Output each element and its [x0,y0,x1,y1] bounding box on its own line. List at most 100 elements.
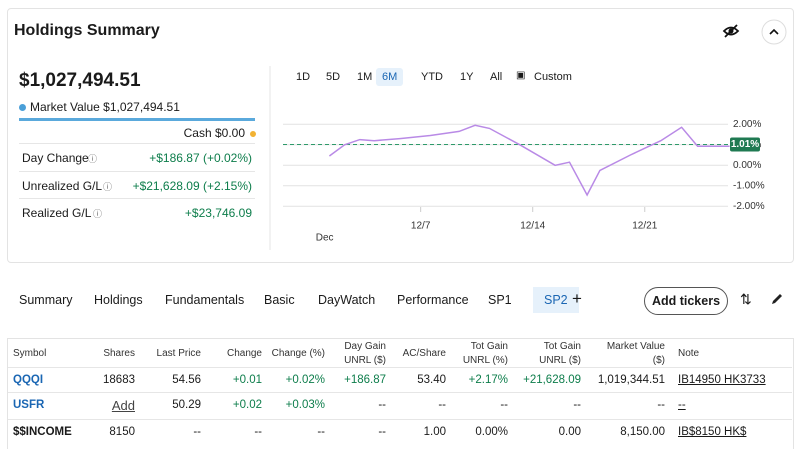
row-separator [19,143,255,144]
table-cell: -- [193,426,201,438]
table-cell: 50.29 [172,399,201,411]
market-value: Market Value $1,027,494.51 [19,100,180,114]
table-cell[interactable]: IB14950 HK3733 [678,374,766,386]
symbol[interactable]: $$INCOME [13,426,72,438]
symbol[interactable]: QQQI [13,374,44,386]
row-separator [19,171,255,172]
range-button[interactable]: 6M [376,68,404,86]
table-cell: -- [378,426,386,438]
info-icon: ⓘ [93,209,103,219]
summary-row-value: +$21,628.09 (+2.15%) [132,179,252,193]
edit-icon[interactable] [770,292,784,306]
range-button[interactable]: 1M [357,71,373,83]
market-value-label: Market Value [30,100,100,114]
range-button[interactable]: All [490,71,503,83]
column-header: Symbol [13,348,47,359]
y-tick-label: 0.00% [733,160,761,171]
cash-amount: $0.00 [214,126,245,140]
hide-icon[interactable] [722,23,740,39]
calendar-icon: ▣ [516,70,526,81]
tab[interactable]: SP1 [488,293,512,307]
table-cell: -- [317,426,325,438]
performance-chart: 2.00%1.00%0.00%-1.00%-2.00%12/712/1412/2… [269,66,765,250]
range-button[interactable]: YTD [421,71,443,83]
table-cell[interactable]: IB$8150 HK$ [678,426,747,438]
y-tick-label: -2.00% [733,201,765,212]
title: Holdings Summary [14,22,160,39]
summary-row-label: Unrealized G/L [22,179,103,193]
y-tick-label: -1.00% [733,180,765,191]
table-cell[interactable]: Add [111,398,135,413]
tab[interactable]: Fundamentals [165,293,245,307]
range-button[interactable]: Custom [534,71,572,83]
table-cell: 1,019,344.51 [597,374,665,386]
sort-icon[interactable]: ⇅ [740,291,752,307]
row-separator [8,392,792,393]
column-header: Tot Gain UNRL (%) [462,341,508,366]
cash-label: Cash [183,126,212,140]
range-button[interactable]: 5D [326,71,341,83]
summary-row-label: Day Change [22,151,89,165]
summary-row-value: +$186.87 (+0.02%) [149,151,252,165]
table-cell[interactable]: -- [678,399,686,411]
collapse-button[interactable] [761,19,787,45]
x-tick-label: 12/21 [632,221,657,232]
summary-card [7,8,794,263]
summary-row-label: Realized G/L [22,206,92,220]
tab[interactable]: DayWatch [318,293,376,307]
holdings-table [7,338,794,449]
tab[interactable]: Performance [397,293,469,307]
tab[interactable]: SP2 [533,287,579,313]
range-button[interactable]: 1D [296,71,311,83]
add-tickers-button[interactable]: Add tickers [644,287,728,315]
table-cell: +186.87 [344,374,386,386]
table-cell: -- [438,399,446,411]
table-cell: 0.00% [475,426,508,438]
summary-row-value: +$23,746.09 [184,206,252,220]
table-cell: -- [254,426,262,438]
table-cell: 54.56 [172,374,201,386]
info-icon: ⓘ [88,154,98,164]
symbol[interactable]: USFR [13,399,45,411]
tab[interactable]: Basic [264,293,295,307]
row-separator [19,198,255,199]
column-header: Note [678,348,700,359]
table-cell: 53.40 [417,374,446,386]
y-tick-label: 2.00% [733,119,761,130]
total-value: $1,027,494.51 [19,70,141,91]
column-header: Change [226,348,262,359]
column-header: Day Gain UNRL ($) [344,341,386,366]
x-tick-label: 12/7 [411,221,431,232]
column-header: Market Value ($) [606,341,665,366]
table-cell: 1.00 [423,426,446,438]
table-cell: +0.02 [232,399,262,411]
table-cell: 18683 [103,374,135,386]
column-header: Shares [103,348,135,359]
tab[interactable]: Holdings [94,293,143,307]
column-header: AC/Share [402,348,446,359]
allocation-bar [19,118,255,121]
tab[interactable]: Summary [19,293,73,307]
table-cell: +2.17% [468,374,508,386]
table-cell: +0.02% [285,374,325,386]
column-header: Last Price [156,348,201,359]
range-button[interactable]: 1Y [460,71,474,83]
table-cell: -- [573,399,581,411]
table-cell: +21,628.09 [523,374,581,386]
table-cell: 8150 [109,426,135,438]
table-cell: 0.00 [558,426,581,438]
market-value-amount: $1,027,494.51 [103,100,180,114]
line-series [328,124,730,197]
column-header: Change (%) [271,348,325,359]
row-separator [8,367,792,368]
table-cell: -- [500,399,508,411]
current-label: 1.01% [731,139,759,150]
table-cell: -- [378,399,386,411]
x-tick-label: 12/14 [520,221,545,232]
table-cell: -- [657,399,665,411]
column-header: Tot Gain UNRL ($) [539,341,581,366]
add-tab[interactable]: + [572,289,582,308]
table-cell: 8,150.00 [620,426,665,438]
month-label: Dec [316,233,334,244]
